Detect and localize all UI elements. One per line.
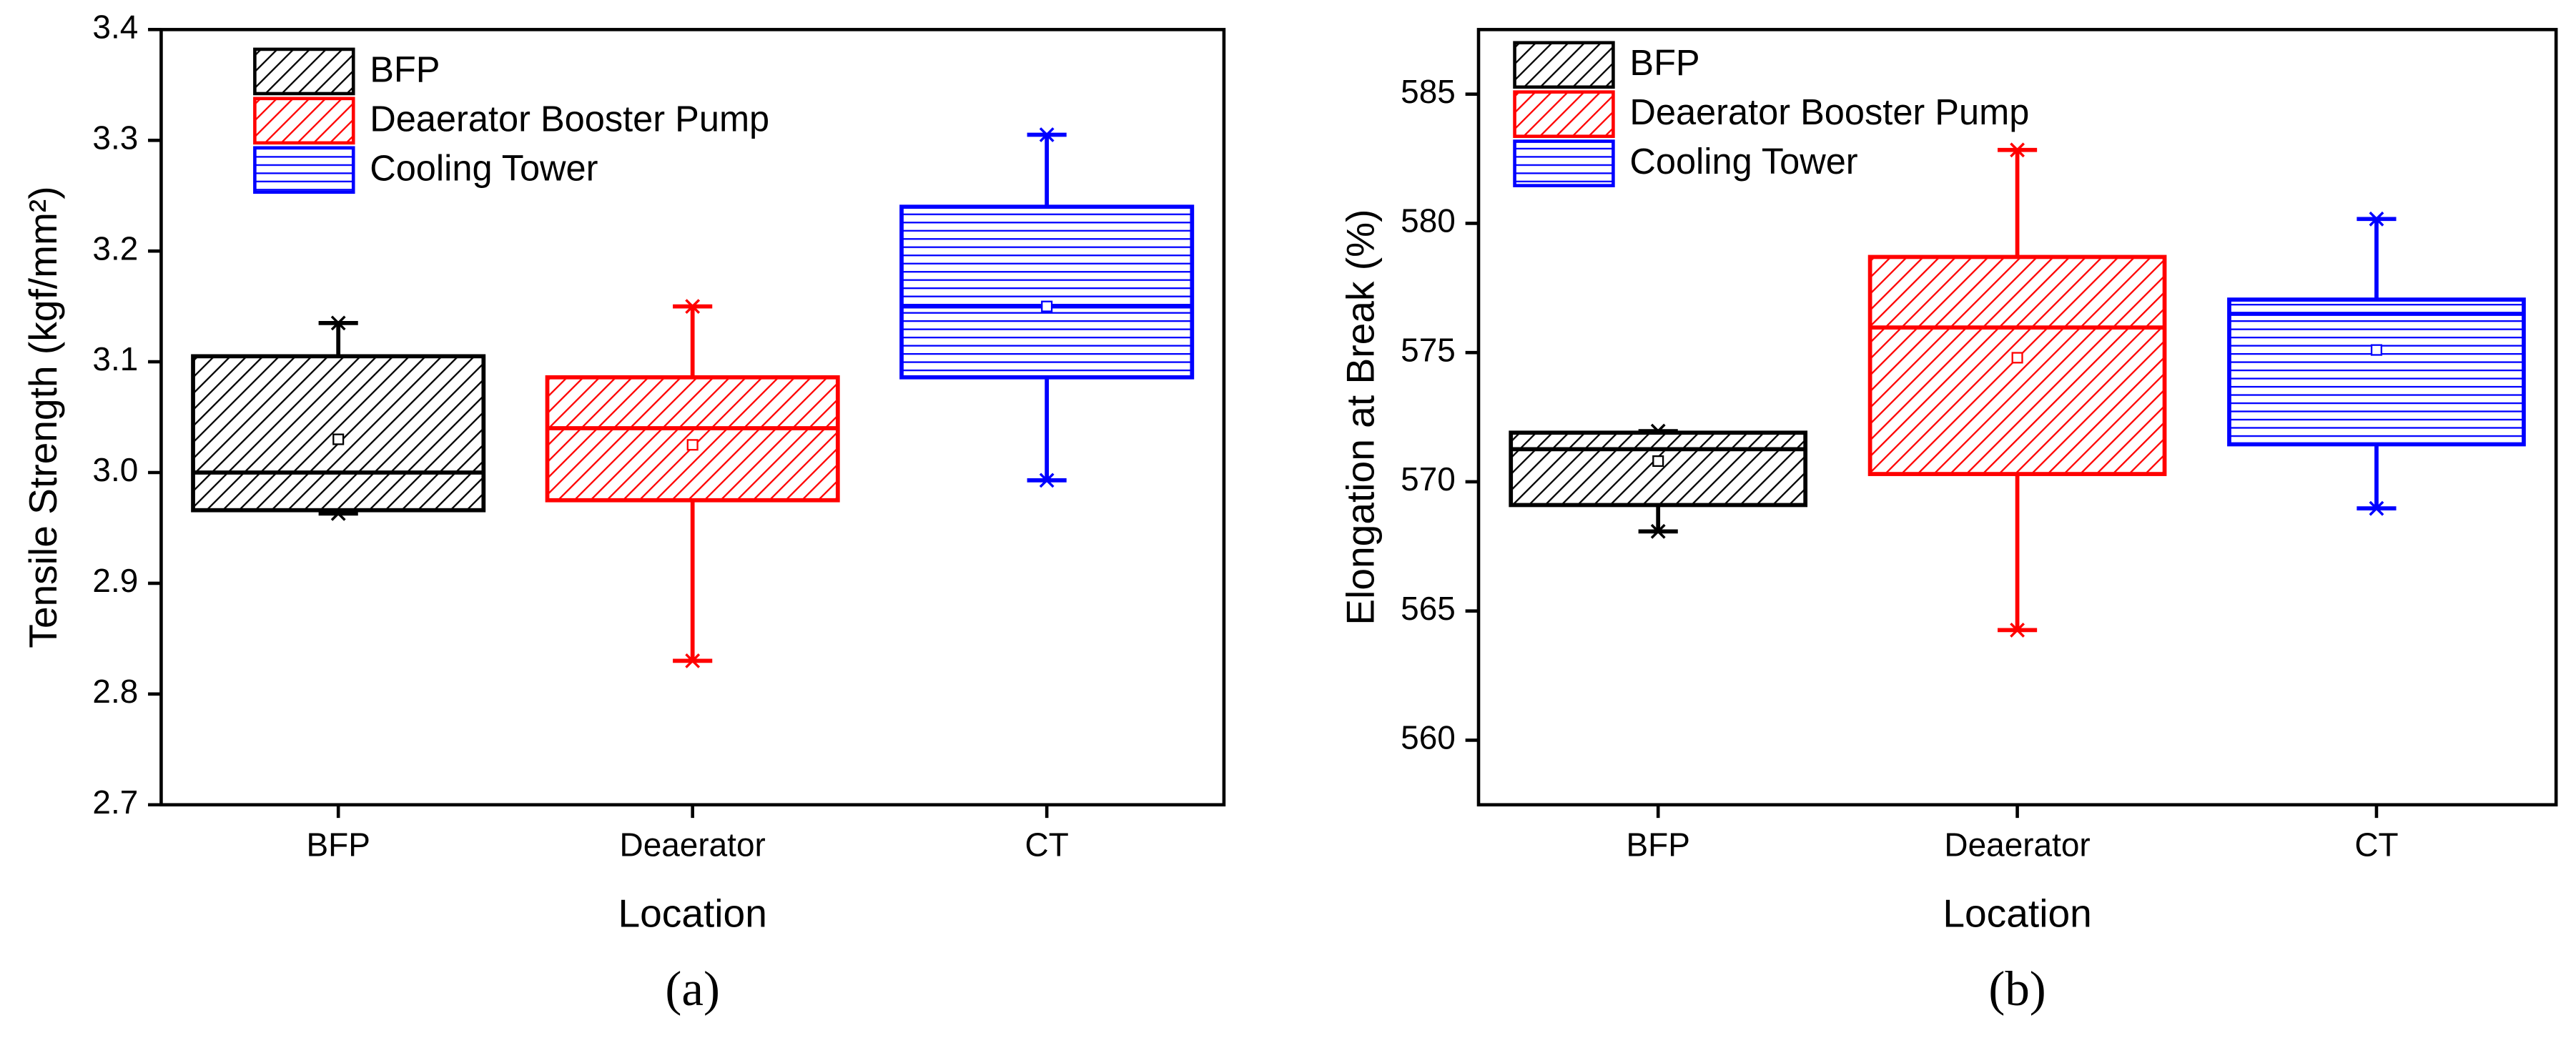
y-tick-label: 3.0 [92,451,138,488]
box [1867,254,2167,476]
legend-swatch [1513,90,1615,138]
legend-swatch [253,97,355,145]
mean-marker [686,439,699,451]
y-axis-label: Elongation at Break (%) [1338,209,1383,625]
legend-label: BFP [1629,42,1699,83]
mean-marker [1041,300,1053,312]
y-tick-label: 2.8 [92,673,138,710]
extreme-marker [2369,211,2384,227]
box [899,204,1195,380]
x-tick-label: BFP [1627,826,1690,864]
y-axis-label: Tensile Strength (kgf/mm²) [21,186,65,648]
extreme-marker [1039,473,1055,488]
legend-swatch [253,146,355,194]
y-tick-label: 2.7 [92,784,138,821]
y-tick-label: 580 [1401,202,1456,239]
y-tick-label: 3.3 [92,119,138,156]
y-tick-label: 3.2 [92,229,138,267]
x-axis-label: Location [1943,891,2091,936]
extreme-marker [330,315,346,331]
y-tick-label: 2.9 [92,562,138,599]
x-tick-label: BFP [307,826,370,864]
y-tick-label: 585 [1401,73,1456,110]
y-tick-label: 565 [1401,590,1456,627]
legend-label: Deaerator Booster Pump [1629,92,2029,132]
extreme-marker [2369,500,2384,516]
extreme-marker [685,653,701,668]
legend-label: BFP [370,49,440,89]
chart-panel: 560 565 570 575 580 585 BFP Deaerator CT Location… [1338,28,2558,1016]
x-axis-label: Location [618,891,766,936]
x-tick-label: Deaerator [1944,826,2090,864]
mean-marker [2370,344,2382,356]
box [545,375,840,503]
extreme-marker [2010,622,2025,638]
legend-label: Deaerator Booster Pump [370,98,769,139]
extreme-marker [685,299,701,315]
extreme-marker [2010,142,2025,158]
extreme-marker [1039,127,1055,142]
box [2227,297,2526,447]
y-tick-label: 3.1 [92,340,138,377]
y-tick-label: 575 [1401,331,1456,368]
legend-label: Cooling Tower [1629,141,1857,182]
legend-label: Cooling Tower [370,147,598,188]
box [191,354,486,513]
legend-swatch [253,47,355,96]
mean-marker [332,433,345,445]
mean-marker [1652,455,1664,468]
y-tick-label: 3.4 [92,8,138,45]
box [1509,430,1808,508]
y-tick-label: 570 [1401,460,1456,498]
mean-marker [2011,352,2023,364]
y-tick-label: 560 [1401,719,1456,756]
extreme-marker [1650,523,1666,539]
caption: (a) [665,962,719,1016]
x-tick-label: CT [1025,826,1069,864]
caption: (b) [1988,962,2045,1016]
x-tick-label: CT [2354,826,2398,864]
legend-swatch [1513,41,1615,89]
legend-swatch [1513,139,1615,187]
chart-panel: 2.7 2.8 2.9 3.0 3.1 3.2 3.3 3.4 BFP Deaerator CT Lo… [21,8,1226,1016]
x-tick-label: Deaerator [620,826,766,864]
